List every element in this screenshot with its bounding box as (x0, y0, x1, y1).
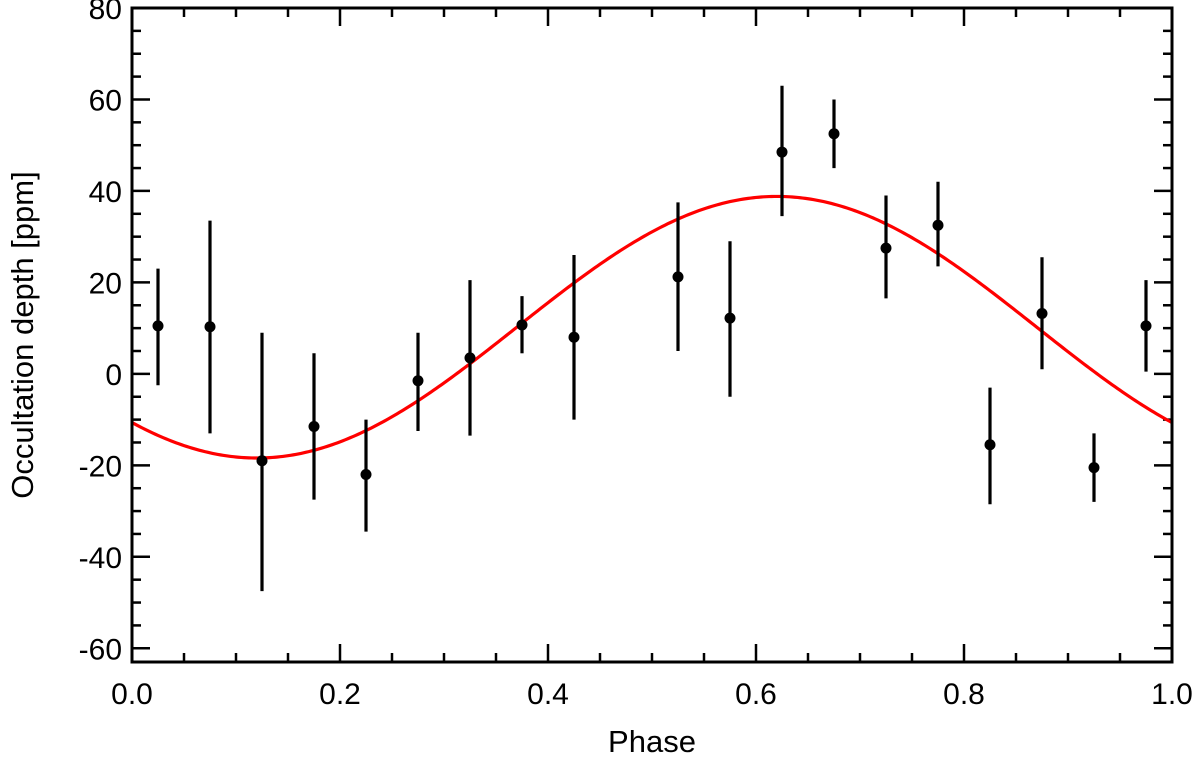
data-point (828, 128, 840, 140)
y-tick-label: 0 (105, 359, 122, 392)
y-tick-label: 60 (89, 84, 122, 117)
data-point (1140, 320, 1152, 332)
y-tick-label: -40 (79, 542, 122, 575)
data-point (308, 420, 320, 432)
data-point (412, 375, 424, 387)
data-point (204, 321, 216, 333)
x-tick-label: 0.4 (527, 678, 569, 711)
data-point (672, 271, 684, 283)
data-point (880, 242, 892, 254)
model-curve-layer (131, 194, 1173, 460)
data-point (152, 320, 164, 332)
data-point (360, 468, 372, 480)
y-tick-label: 80 (89, 0, 122, 26)
x-axis-label: Phase (608, 724, 696, 758)
data-point (932, 219, 944, 231)
x-tick-label: 0.2 (319, 678, 361, 711)
y-tick-label: -20 (79, 450, 122, 483)
x-tick-label: 1.0 (1151, 678, 1193, 711)
y-axis-label: Occultation depth [ppm] (5, 171, 40, 498)
data-point (568, 331, 580, 343)
data-point (724, 312, 736, 324)
data-point (256, 455, 268, 467)
tick-labels-layer: 0.0 0.2 0.4 0.6 0.8 1.0 -60 -40 -20 0 20 40 60 80 (79, 0, 1193, 711)
data-point (516, 319, 528, 331)
model-curve (131, 194, 1173, 460)
y-tick-label: 40 (89, 176, 122, 209)
data-point (464, 352, 476, 364)
plot-frame (130, 6, 1174, 664)
data-point (776, 146, 788, 158)
x-tick-label: 0.8 (943, 678, 985, 711)
x-tick-label: 0.0 (111, 678, 153, 711)
y-tick-label: 20 (89, 267, 122, 300)
data-point (1036, 308, 1048, 320)
y-tick-label: -60 (79, 633, 122, 666)
x-tick-label: 0.6 (735, 678, 777, 711)
data-point (1088, 462, 1100, 474)
data-points-layer (152, 85, 1152, 592)
data-point (984, 439, 996, 451)
